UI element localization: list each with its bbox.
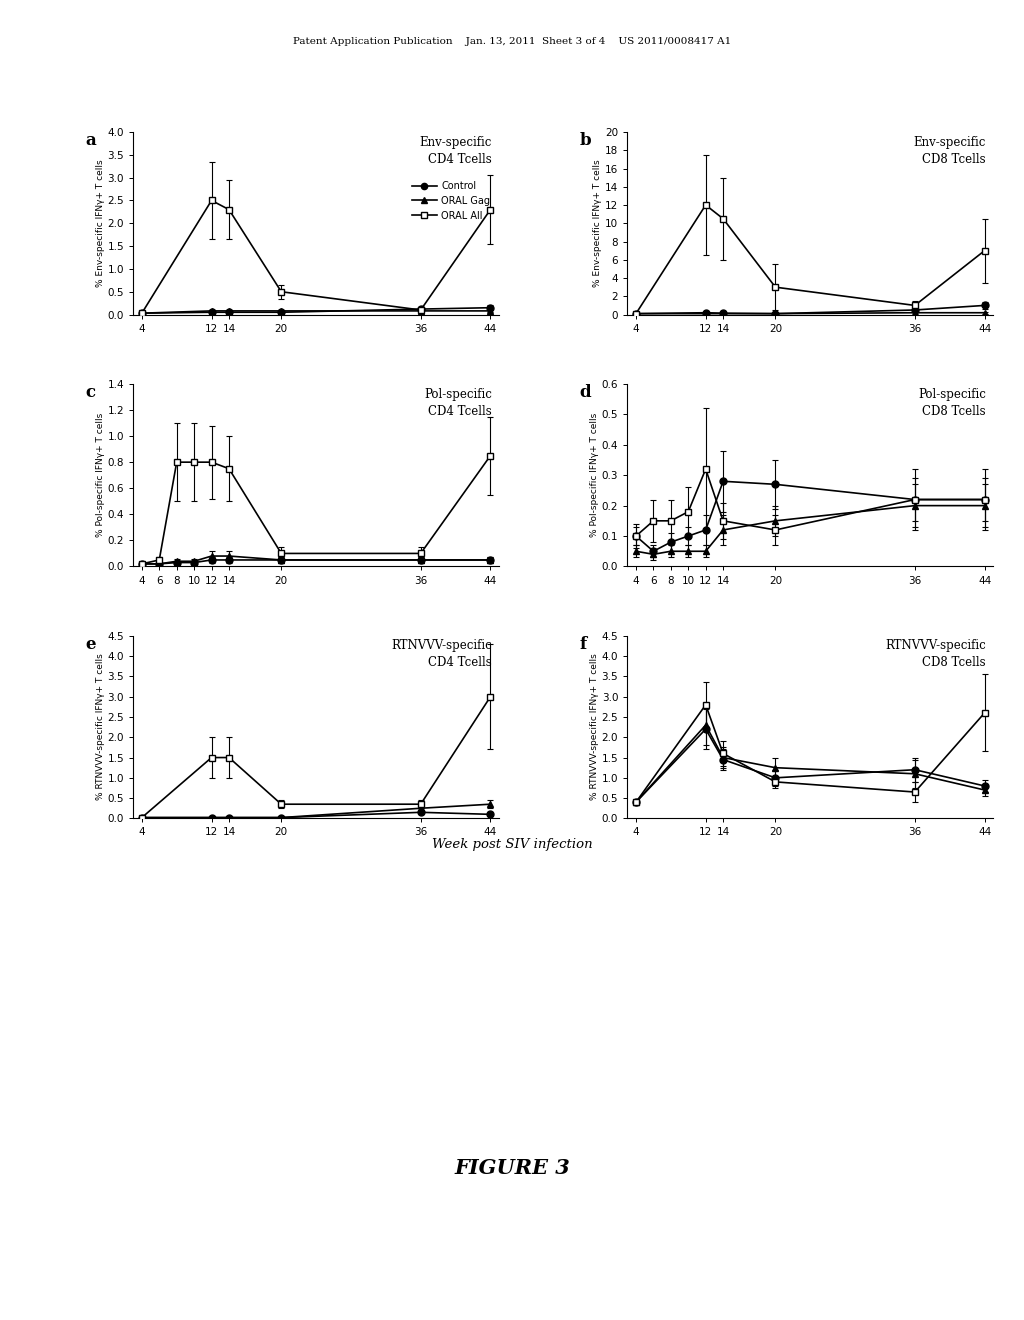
Y-axis label: % RTNVVV-specific IFNγ+ T cells: % RTNVVV-specific IFNγ+ T cells [95, 653, 104, 800]
Text: d: d [580, 384, 591, 401]
Text: a: a [86, 132, 96, 149]
Text: Pol-specific
CD4 Tcells: Pol-specific CD4 Tcells [424, 388, 492, 417]
Text: RTNVVV-specific
CD4 Tcells: RTNVVV-specific CD4 Tcells [391, 639, 492, 669]
Y-axis label: % RTNVVV-specific IFNγ+ T cells: % RTNVVV-specific IFNγ+ T cells [590, 653, 599, 800]
Text: Patent Application Publication    Jan. 13, 2011  Sheet 3 of 4    US 2011/0008417: Patent Application Publication Jan. 13, … [293, 37, 731, 46]
Legend: Control, ORAL Gag, ORAL All: Control, ORAL Gag, ORAL All [409, 177, 495, 224]
Text: Week post SIV infection: Week post SIV infection [432, 838, 592, 851]
Text: e: e [86, 636, 96, 653]
Text: Env-specific
CD4 Tcells: Env-specific CD4 Tcells [420, 136, 492, 165]
Y-axis label: % Pol-specific IFNγ+ T cells: % Pol-specific IFNγ+ T cells [590, 413, 599, 537]
Text: Pol-specific
CD8 Tcells: Pol-specific CD8 Tcells [919, 388, 986, 417]
Text: FIGURE 3: FIGURE 3 [454, 1158, 570, 1179]
Text: f: f [580, 636, 587, 653]
Text: Env-specific
CD8 Tcells: Env-specific CD8 Tcells [913, 136, 986, 165]
Text: b: b [580, 132, 591, 149]
Y-axis label: % Pol-specific IFNγ+ T cells: % Pol-specific IFNγ+ T cells [95, 413, 104, 537]
Y-axis label: % Env-specific IFNγ+ T cells: % Env-specific IFNγ+ T cells [593, 160, 602, 286]
Y-axis label: % Env-specific IFNγ+ T cells: % Env-specific IFNγ+ T cells [95, 160, 104, 286]
Text: c: c [86, 384, 95, 401]
Text: RTNVVV-specific
CD8 Tcells: RTNVVV-specific CD8 Tcells [885, 639, 986, 669]
